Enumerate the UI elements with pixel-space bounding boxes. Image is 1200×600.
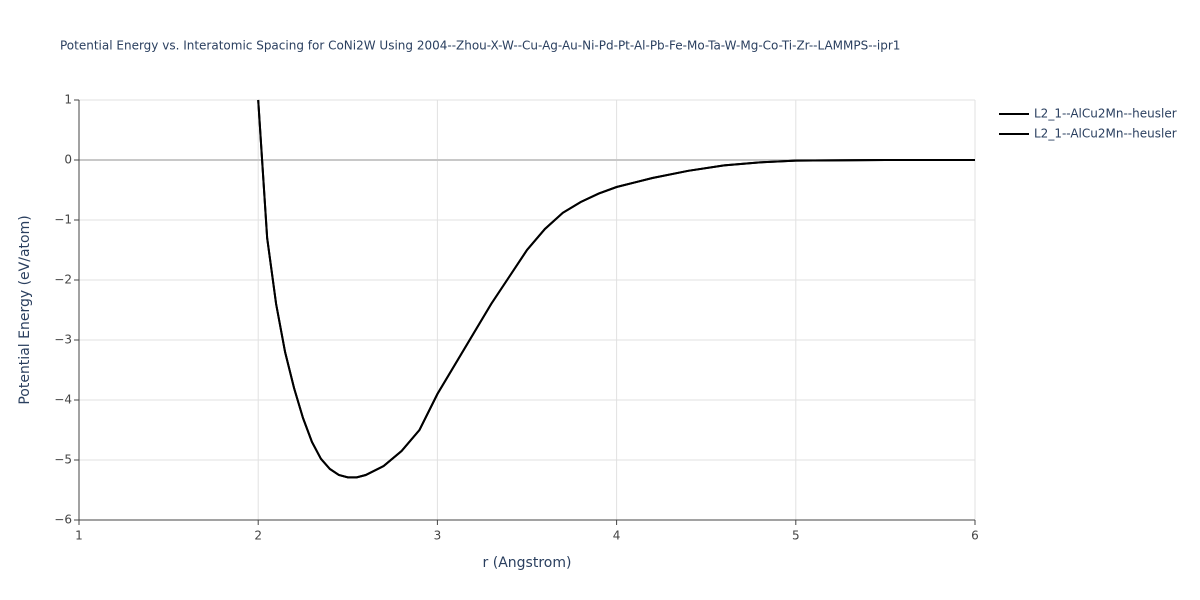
line-series	[257, 99, 975, 479]
x-axis-label: r (Angstrom)	[483, 555, 572, 571]
y-tick-label: −3	[54, 333, 72, 347]
x-tick-label: 4	[613, 529, 621, 543]
y-axis-label: Potential Energy (eV/atom)	[17, 215, 33, 404]
x-tick-label: 1	[75, 529, 83, 543]
x-tick-label: 2	[254, 529, 262, 543]
y-tick-label: 0	[64, 153, 72, 167]
y-tick-label: 1	[64, 93, 72, 107]
legend-label: L2_1--AlCu2Mn--heusler	[1034, 107, 1177, 121]
legend-label: L2_1--AlCu2Mn--heusler	[1034, 127, 1177, 141]
x-tick-label: 3	[434, 529, 442, 543]
y-tick-label: −1	[54, 213, 72, 227]
y-tick-label: −6	[54, 513, 72, 527]
y-tick-label: −5	[54, 453, 72, 467]
chart-title: Potential Energy vs. Interatomic Spacing…	[60, 39, 900, 53]
x-tick-label: 5	[792, 529, 800, 543]
y-tick-label: −2	[54, 273, 72, 287]
x-tick-label: 6	[971, 529, 979, 543]
y-tick-label: −4	[54, 393, 72, 407]
